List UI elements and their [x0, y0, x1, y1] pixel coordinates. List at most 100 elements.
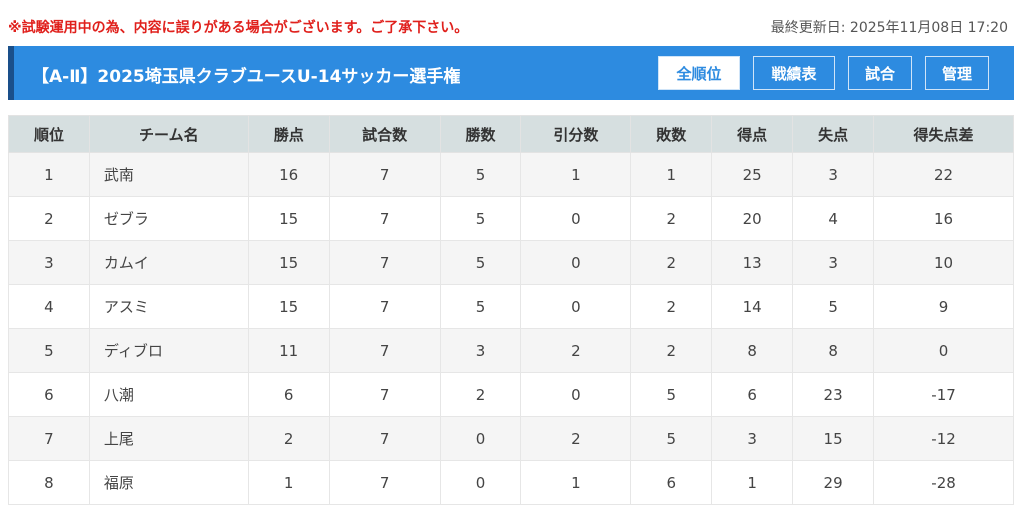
table-row: 2 ゼブラ 15 7 5 0 2 20 4 16: [8, 196, 1014, 241]
table-cell: -17: [873, 372, 1014, 417]
table-cell: 4: [792, 196, 875, 241]
table-cell: 5: [439, 240, 522, 285]
table-cell: 8: [8, 460, 90, 505]
standings-table: 順位 チーム名 勝点 試合数 勝数 引分数 敗数 得点 失点 得失点差 1 武南 16 7 5 1 1 25 3 2…: [8, 115, 1014, 505]
table-cell: 29: [792, 460, 875, 505]
table-cell: ディブロ: [88, 328, 249, 373]
table-cell: 7: [328, 284, 441, 329]
table-cell: 14: [711, 284, 794, 329]
table-cell: 0: [520, 284, 632, 329]
table-cell: 7: [328, 328, 441, 373]
table-cell: 22: [873, 152, 1014, 197]
table-cell: 6: [711, 372, 794, 417]
table-cell: 福原: [88, 460, 249, 505]
table-cell: 7: [8, 416, 90, 461]
table-cell: 2: [439, 372, 522, 417]
table-cell: 6: [8, 372, 90, 417]
table-cell: 3: [439, 328, 522, 373]
table-cell: 16: [873, 196, 1014, 241]
table-cell: 6: [630, 460, 713, 505]
table-cell: -12: [873, 416, 1014, 461]
column-header: チーム名: [88, 115, 249, 153]
column-header: 失点: [792, 115, 875, 153]
table-cell: 3: [8, 240, 90, 285]
table-cell: 7: [328, 460, 441, 505]
table-cell: 15: [247, 196, 330, 241]
table-cell: 上尾: [88, 416, 249, 461]
table-row: 4 アスミ 15 7 5 0 2 14 5 9: [8, 284, 1014, 329]
table-cell: 1: [520, 152, 632, 197]
table-cell: 7: [328, 416, 441, 461]
table-cell: 1: [630, 152, 713, 197]
table-cell: 1: [711, 460, 794, 505]
table-cell: 6: [247, 372, 330, 417]
button[interactable]: 管理: [925, 56, 989, 90]
table-cell: 23: [792, 372, 875, 417]
table-cell: 16: [247, 152, 330, 197]
table-cell: 2: [247, 416, 330, 461]
table-cell: 2: [630, 328, 713, 373]
table-cell: 11: [247, 328, 330, 373]
table-row: 7 上尾 2 7 0 2 5 3 15 -12: [8, 416, 1014, 461]
table-cell: 5: [630, 416, 713, 461]
table-cell: 15: [247, 240, 330, 285]
column-header: 勝数: [439, 115, 522, 153]
table-cell: 20: [711, 196, 794, 241]
column-header: 得点: [711, 115, 794, 153]
table-cell: 5: [792, 284, 875, 329]
table-cell: 8: [711, 328, 794, 373]
table-row: 3 カムイ 15 7 5 0 2 13 3 10: [8, 240, 1014, 285]
table-cell: 八潮: [88, 372, 249, 417]
table-cell: 4: [8, 284, 90, 329]
table-cell: 25: [711, 152, 794, 197]
table-cell: 1: [8, 152, 90, 197]
button[interactable]: 戦績表: [753, 56, 835, 90]
table-cell: 15: [247, 284, 330, 329]
table-cell: 0: [520, 196, 632, 241]
table-cell: 0: [520, 240, 632, 285]
table-cell: 5: [439, 196, 522, 241]
button[interactable]: 全順位: [658, 56, 740, 90]
table-cell: 3: [792, 240, 875, 285]
column-header: 得失点差: [873, 115, 1014, 153]
table-cell: 15: [792, 416, 875, 461]
table-cell: 2: [8, 196, 90, 241]
header-row: 順位 チーム名 勝点 試合数 勝数 引分数 敗数 得点 失点 得失点差: [8, 115, 1014, 153]
table-cell: 7: [328, 240, 441, 285]
column-header: 勝点: [247, 115, 330, 153]
table-cell: -28: [873, 460, 1014, 505]
column-header: 順位: [8, 115, 90, 153]
table-row: 8 福原 1 7 0 1 6 1 29 -28: [8, 460, 1014, 505]
table-cell: 5: [439, 284, 522, 329]
notice: ※試験運用中の為、内容に誤りがある場合がございます。ご了承下さい。: [8, 20, 469, 36]
table-cell: 0: [439, 460, 522, 505]
table-cell: ゼブラ: [88, 196, 249, 241]
table-cell: 0: [873, 328, 1014, 373]
column-header: 試合数: [328, 115, 441, 153]
title: 【A-Ⅱ】2025埼玉県クラブユースU-14サッカー選手権: [32, 67, 461, 87]
table-cell: 5: [439, 152, 522, 197]
table-cell: 9: [873, 284, 1014, 329]
table-cell: 2: [630, 284, 713, 329]
table-cell: 0: [520, 372, 632, 417]
table-cell: 1: [247, 460, 330, 505]
table-row: 1 武南 16 7 5 1 1 25 3 22: [8, 152, 1014, 197]
table-cell: 10: [873, 240, 1014, 285]
table-cell: 8: [792, 328, 875, 373]
table-cell: 5: [8, 328, 90, 373]
table-cell: 3: [711, 416, 794, 461]
table-cell: 7: [328, 372, 441, 417]
table-cell: 7: [328, 196, 441, 241]
table-cell: 7: [328, 152, 441, 197]
table-cell: カムイ: [88, 240, 249, 285]
table-cell: 1: [520, 460, 632, 505]
table-cell: 5: [630, 372, 713, 417]
table-cell: 2: [630, 240, 713, 285]
table-cell: アスミ: [88, 284, 249, 329]
table-row: 5 ディブロ 11 7 3 2 2 8 8 0: [8, 328, 1014, 373]
column-header: 敗数: [630, 115, 713, 153]
table-cell: 0: [439, 416, 522, 461]
button[interactable]: 試合: [848, 56, 912, 90]
header-bar: 【A-Ⅱ】2025埼玉県クラブユースU-14サッカー選手権 全順位 戦績表 試合…: [8, 46, 1014, 100]
